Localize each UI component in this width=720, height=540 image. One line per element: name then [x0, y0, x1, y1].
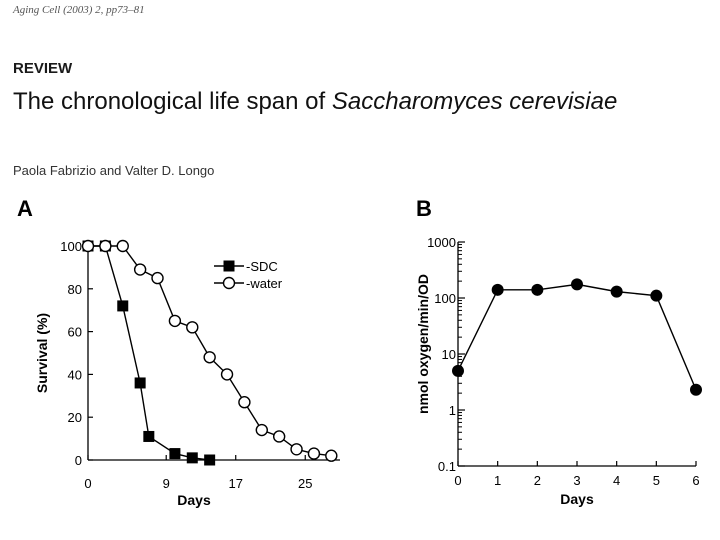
- y-tick-label: 10: [442, 347, 456, 362]
- x-tick-label: 0: [84, 476, 91, 491]
- y-tick-label: 0.1: [438, 459, 456, 474]
- data-point-water: [116, 239, 129, 253]
- authors: Paola Fabrizio and Valter D. Longo: [13, 163, 215, 178]
- data-point-water: [272, 430, 286, 443]
- data-point-oxygen: [571, 278, 583, 291]
- data-point-water: [307, 447, 321, 460]
- data-point-oxygen: [452, 364, 464, 377]
- data-point-SDC: [143, 430, 155, 442]
- data-point-water: [186, 321, 199, 334]
- x-tick-label: 5: [653, 473, 660, 488]
- x-tick-label: 17: [228, 476, 242, 491]
- y-tick-label: 0: [75, 453, 82, 468]
- section-label: REVIEW: [13, 60, 73, 77]
- x-tick-label: 4: [613, 473, 620, 488]
- x-axis-title: Days: [560, 491, 594, 507]
- y-tick-label: 40: [68, 367, 82, 382]
- y-tick-label: 1000: [427, 235, 456, 250]
- data-point-oxygen: [531, 283, 544, 296]
- data-point-SDC: [169, 448, 181, 460]
- y-axis-title: Survival (%): [34, 313, 50, 393]
- data-point-water: [290, 443, 303, 456]
- legend-marker-water: [222, 276, 236, 290]
- data-point-SDC: [186, 452, 198, 464]
- title-species: Saccharomyces cerevisiae: [331, 88, 618, 115]
- panel-b-label: B: [416, 196, 432, 221]
- y-tick-label: 80: [68, 282, 82, 297]
- panel-a-label: A: [17, 196, 33, 221]
- y-tick-label: 100: [60, 239, 82, 254]
- x-tick-label: 0: [454, 473, 461, 488]
- x-tick-label: 25: [298, 476, 312, 491]
- data-point-SDC: [134, 377, 146, 389]
- data-point-water: [99, 239, 112, 253]
- x-tick-label: 1: [494, 473, 501, 488]
- series-line-oxygen: [457, 283, 697, 391]
- data-point-water: [203, 351, 216, 364]
- x-tick-label: 6: [692, 473, 699, 488]
- data-point-SDC: [204, 454, 216, 466]
- data-point-water: [81, 239, 95, 253]
- legend-label-SDC: -SDC: [246, 259, 278, 274]
- legend-label-water: -water: [246, 276, 283, 291]
- data-point-water: [220, 368, 234, 381]
- data-point-water: [168, 314, 182, 328]
- journal-citation: Aging Cell (2003) 2, pp73–81: [13, 4, 145, 16]
- x-tick-label: 9: [163, 476, 170, 491]
- legend-marker-SDC: [223, 260, 235, 272]
- data-point-water: [325, 449, 338, 462]
- data-point-water: [133, 263, 147, 276]
- title-plain: The chronological life span of: [13, 88, 332, 115]
- y-tick-label: 20: [68, 410, 82, 425]
- data-point-oxygen: [690, 383, 702, 396]
- x-tick-label: 3: [573, 473, 580, 488]
- data-point-SDC: [117, 300, 129, 312]
- data-point-oxygen: [491, 283, 504, 296]
- y-tick-label: 1: [449, 403, 456, 418]
- y-axis-title: nmol oxygen/min/OD: [415, 274, 431, 414]
- data-point-water: [151, 271, 164, 285]
- x-tick-label: 2: [534, 473, 541, 488]
- data-point-water: [238, 396, 251, 409]
- data-point-water: [255, 423, 268, 437]
- x-axis-title: Days: [177, 492, 211, 508]
- y-tick-label: 60: [68, 325, 82, 340]
- y-tick-label: 100: [434, 291, 456, 306]
- paper-title: The chronological life span of Saccharom…: [13, 88, 617, 116]
- data-point-oxygen: [650, 289, 663, 302]
- data-point-oxygen: [610, 285, 623, 298]
